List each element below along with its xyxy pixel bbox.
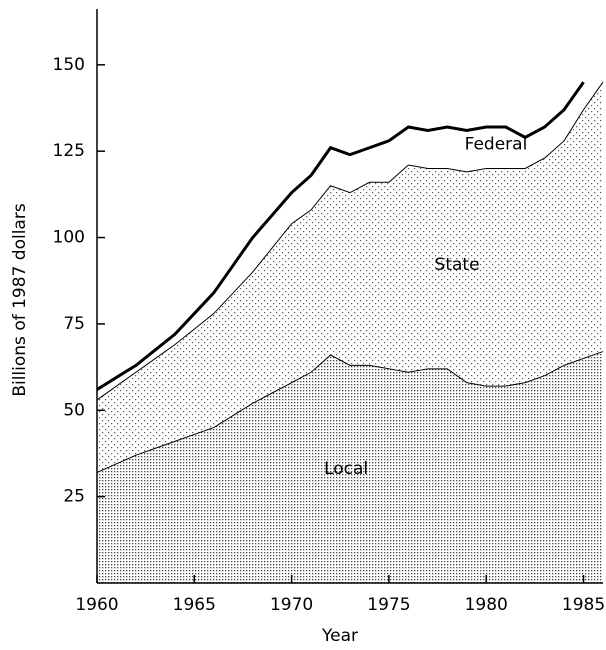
x-tick-label: 1985	[562, 595, 605, 615]
area-top-line	[96, 351, 604, 473]
y-tick-label: 75	[63, 314, 85, 334]
y-tick-label: 50	[63, 400, 85, 420]
y-axis-label: Billions of 1987 dollars	[10, 203, 30, 396]
series-label: Federal	[465, 134, 528, 154]
y-tick-label: 25	[63, 487, 85, 507]
area-top-line	[96, 81, 604, 401]
y-tick-label: 150	[53, 55, 85, 75]
x-tick-label: 1970	[270, 595, 313, 615]
y-tick-label: 125	[53, 141, 85, 161]
x-tick-label: 1960	[75, 595, 118, 615]
area-top-line	[96, 81, 585, 391]
x-tick-label: 1975	[367, 595, 410, 615]
area	[97, 82, 584, 400]
series-label: Local	[324, 459, 368, 479]
series-label: State	[435, 255, 480, 275]
area	[97, 351, 603, 583]
x-tick-label: 1965	[173, 595, 216, 615]
x-axis-label: Year	[321, 626, 358, 646]
x-tick-label: 1980	[465, 595, 508, 615]
y-tick-label: 100	[53, 228, 85, 248]
area	[97, 82, 603, 473]
